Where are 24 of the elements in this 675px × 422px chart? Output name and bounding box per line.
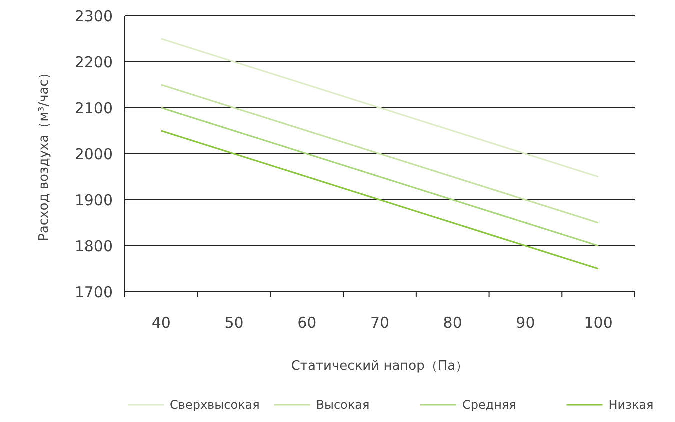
line-series bbox=[160, 107, 600, 247]
y-tick-label: 1900 bbox=[74, 191, 113, 210]
y-tick-label: 2300 bbox=[74, 7, 113, 26]
legend-label: Высокая bbox=[316, 398, 370, 412]
y-tick-label: 1700 bbox=[74, 283, 113, 302]
legend-label: Низкая bbox=[608, 398, 654, 412]
x-tick-label: 80 bbox=[443, 314, 462, 332]
y-tick-label: 2200 bbox=[74, 53, 113, 72]
line-series bbox=[160, 84, 600, 224]
legend-label: Средняя bbox=[462, 398, 516, 412]
y-axis-title: Расход воздуха（м³/час） bbox=[37, 66, 52, 242]
legend-label: Сверхвысокая bbox=[170, 398, 260, 412]
y-tick-label: 2100 bbox=[74, 99, 113, 118]
x-tick-label: 70 bbox=[370, 314, 390, 332]
x-axis-title: Статический напор（Па） bbox=[291, 359, 469, 374]
y-tick-label: 1800 bbox=[74, 237, 113, 256]
x-tick-label: 40 bbox=[152, 314, 171, 332]
x-tick-label: 90 bbox=[516, 314, 536, 332]
x-tick-label: 100 bbox=[584, 314, 613, 332]
x-tick-label: 60 bbox=[298, 314, 317, 332]
line-series bbox=[160, 130, 600, 270]
y-tick-label: 2000 bbox=[74, 145, 113, 164]
x-tick-label: 50 bbox=[224, 314, 244, 332]
line-series bbox=[160, 38, 600, 178]
